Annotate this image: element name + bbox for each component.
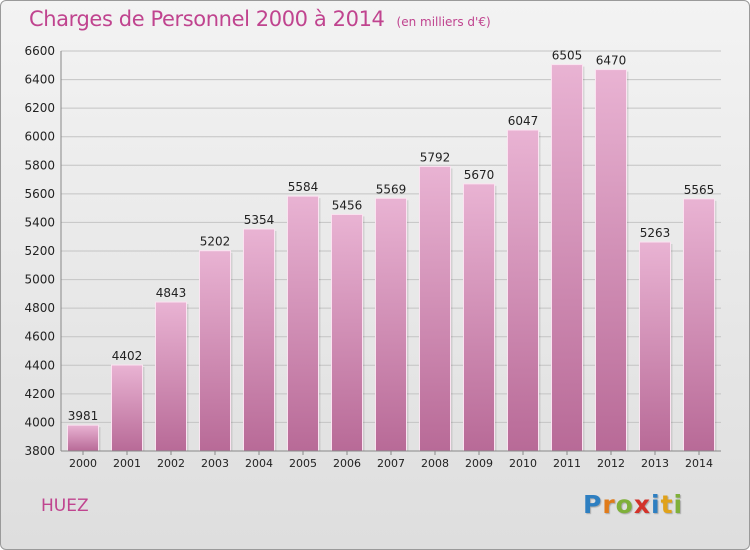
x-tick-label: 2011	[553, 457, 581, 470]
y-tick-label: 4400	[24, 358, 55, 372]
logo-letter: x	[633, 490, 651, 519]
bar	[507, 129, 539, 452]
x-tick-label: 2005	[289, 457, 317, 470]
bar	[111, 364, 143, 452]
proxiti-logo: Proxiti	[583, 490, 683, 519]
bar	[331, 213, 363, 452]
bar	[639, 241, 671, 452]
value-label: 5456	[332, 198, 363, 212]
bar	[375, 197, 407, 452]
bar	[463, 183, 495, 452]
value-label: 6505	[552, 49, 583, 63]
value-label: 3981	[68, 409, 99, 423]
chart-title: Charges de Personnel 2000 à 2014 (en mill…	[29, 7, 491, 31]
x-tick-label: 2003	[201, 457, 229, 470]
y-tick-label: 6000	[24, 130, 55, 144]
bar	[67, 424, 99, 452]
logo-letter: P	[583, 490, 603, 519]
axes: 3800 4000 4200 4400 4600 4800 5000 5200 5400 5600…	[24, 44, 721, 470]
y-tick-label: 6400	[24, 73, 55, 87]
x-tick-label: 2001	[113, 457, 141, 470]
y-tick-label: 4000	[24, 415, 55, 429]
y-tick-label: 5800	[24, 158, 55, 172]
x-tick-label: 2002	[157, 457, 185, 470]
value-label: 6470	[596, 54, 627, 68]
bar	[551, 64, 583, 452]
value-label: 5670	[464, 168, 495, 182]
bar	[595, 69, 627, 452]
x-tick-label: 2004	[245, 457, 273, 470]
logo-letter: t	[660, 490, 674, 519]
y-tick-label: 5200	[24, 244, 55, 258]
value-label: 5263	[640, 226, 671, 240]
bar	[683, 198, 715, 452]
y-tick-label: 4800	[24, 301, 55, 315]
x-tick-label: 2014	[685, 457, 713, 470]
bar	[155, 301, 187, 452]
bar	[243, 228, 275, 452]
y-tick-label: 3800	[24, 444, 55, 458]
value-label: 4843	[156, 286, 187, 300]
logo-letter: r	[602, 490, 616, 519]
value-label: 4402	[112, 349, 143, 363]
y-tick-label: 5000	[24, 273, 55, 287]
value-label: 5565	[684, 183, 715, 197]
x-tick-label: 2010	[509, 457, 537, 470]
x-tick-label: 2013	[641, 457, 669, 470]
y-tick-label: 4200	[24, 387, 55, 401]
commune-name: HUEZ	[41, 496, 89, 516]
bar	[287, 195, 319, 452]
x-tick-label: 2000	[69, 457, 97, 470]
y-tick-label: 5600	[24, 187, 55, 201]
value-label: 5584	[288, 180, 319, 194]
y-tick-label: 6200	[24, 101, 55, 115]
chart-title-text: Charges de Personnel 2000 à 2014	[29, 7, 385, 31]
bar	[419, 165, 451, 452]
logo-letter: o	[615, 490, 634, 519]
value-label: 5202	[200, 235, 231, 249]
value-label: 6047	[508, 114, 539, 128]
value-label: 5792	[420, 150, 451, 164]
value-label: 5569	[376, 182, 407, 196]
x-tick-label: 2006	[333, 457, 361, 470]
x-tick-label: 2008	[421, 457, 449, 470]
bars	[67, 64, 717, 452]
value-label: 5354	[244, 213, 275, 227]
chart-unit: (en milliers d'€)	[396, 15, 491, 29]
y-tick-label: 4600	[24, 330, 55, 344]
x-tick-label: 2007	[377, 457, 405, 470]
x-tick-label: 2012	[597, 457, 625, 470]
logo-letter: i	[673, 490, 684, 519]
y-tick-label: 6600	[24, 44, 55, 58]
y-tick-label: 5400	[24, 215, 55, 229]
value-labels: 3981 4402 4843 5202 5354 5584 5456 5569 5792 5670…	[68, 49, 715, 424]
logo-letter: i	[651, 490, 661, 519]
x-tick-label: 2009	[465, 457, 493, 470]
bar	[199, 250, 231, 452]
